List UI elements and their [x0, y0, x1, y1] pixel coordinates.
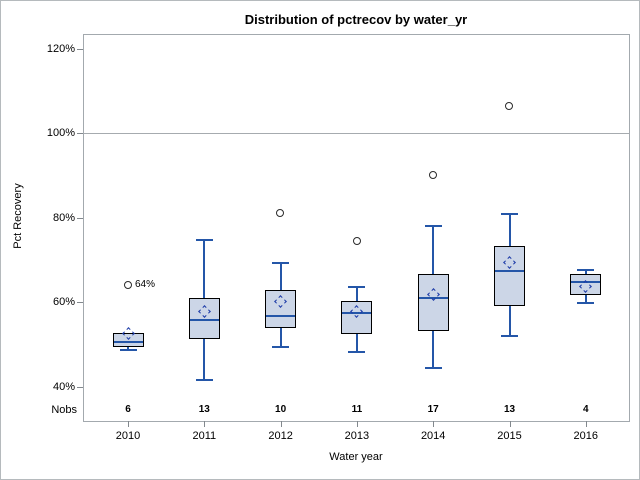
outlier-point — [123, 280, 132, 289]
lower-whisker-cap — [272, 345, 290, 348]
nobs-value: 13 — [503, 404, 516, 415]
upper-whisker-cap — [501, 213, 518, 216]
y-axis-tick-label: 80% — [52, 211, 75, 224]
y-axis-tick — [77, 217, 83, 219]
x-axis-tick — [356, 421, 358, 427]
x-axis-category-label: 2014 — [420, 430, 446, 442]
upper-whisker-line — [279, 262, 282, 291]
y-axis-tick — [77, 386, 83, 388]
upper-whisker-line — [508, 214, 511, 246]
upper-whisker-cap — [195, 239, 213, 242]
x-axis-category-label: 2013 — [344, 430, 370, 442]
nobs-value: 13 — [198, 404, 210, 415]
iqr-box — [417, 274, 449, 332]
upper-whisker-line — [432, 226, 435, 275]
lower-whisker-cap — [119, 348, 137, 351]
x-axis-tick — [128, 421, 129, 427]
y-axis-tick — [77, 302, 83, 304]
nobs-value: 4 — [583, 404, 589, 415]
nobs-row-label: Nobs — [51, 404, 77, 416]
upper-whisker-cap — [348, 286, 366, 289]
median-line — [495, 269, 524, 272]
upper-whisker-cap — [577, 269, 595, 272]
upper-whisker-line — [203, 240, 206, 298]
x-axis-category-label: 2016 — [573, 430, 599, 442]
outlier-point — [505, 101, 514, 110]
median-line — [342, 312, 372, 315]
x-axis-title: Water year — [329, 451, 383, 463]
x-axis-tick — [509, 421, 511, 427]
lower-whisker-cap — [501, 334, 518, 337]
median-line — [266, 314, 296, 317]
lower-whisker-line — [584, 295, 587, 304]
iqr-box — [341, 300, 373, 334]
plot-area — [83, 34, 630, 422]
upper-whisker-line — [355, 287, 358, 301]
outlier-point — [428, 170, 437, 179]
nobs-value: 11 — [351, 404, 363, 415]
outlier-point — [352, 236, 361, 245]
median-line — [189, 319, 219, 322]
x-axis-category-label: 2012 — [268, 430, 293, 442]
median-line — [571, 281, 601, 284]
lower-whisker-line — [279, 327, 282, 347]
lower-whisker-cap — [577, 302, 595, 305]
chart-title: Distribution of pctrecov by water_yr — [244, 12, 468, 27]
x-axis-category-label: 2010 — [115, 430, 141, 442]
y-axis-tick — [77, 133, 83, 135]
nobs-value: 10 — [275, 404, 287, 415]
y-axis-tick-label: 120% — [46, 42, 75, 55]
x-axis-tick — [204, 421, 206, 427]
iqr-box — [112, 332, 144, 347]
x-axis-category-label: 2011 — [192, 430, 217, 442]
nobs-value: 17 — [427, 404, 439, 415]
lower-whisker-line — [508, 306, 511, 336]
y-axis-tick-label: 100% — [46, 127, 75, 140]
y-axis-tick-label: 60% — [52, 296, 75, 309]
upper-whisker-cap — [424, 225, 442, 228]
median-line — [113, 340, 143, 343]
outlier-value-label: 64% — [135, 279, 156, 291]
iqr-box — [494, 245, 525, 307]
upper-whisker-cap — [272, 261, 290, 264]
iqr-box — [265, 290, 297, 328]
iqr-box — [570, 274, 602, 296]
outlier-point — [276, 209, 285, 218]
lower-whisker-line — [432, 331, 435, 368]
lower-whisker-line — [355, 333, 358, 353]
x-axis-category-label: 2015 — [497, 430, 522, 442]
x-axis-tick — [585, 421, 587, 427]
lower-whisker-line — [127, 346, 129, 350]
reference-line-100pct — [84, 133, 629, 135]
x-axis-tick — [280, 421, 282, 427]
lower-whisker-cap — [424, 366, 442, 369]
nobs-value: 6 — [125, 404, 131, 415]
y-axis-title: Pct Recovery — [12, 183, 24, 249]
lower-whisker-cap — [348, 351, 366, 354]
iqr-box — [188, 297, 220, 339]
y-axis-tick — [77, 48, 83, 50]
y-axis-tick-label: 40% — [52, 380, 75, 393]
upper-whisker-line — [584, 270, 587, 275]
x-axis-tick — [433, 421, 435, 427]
lower-whisker-cap — [195, 378, 213, 381]
median-line — [418, 296, 448, 299]
lower-whisker-line — [203, 338, 206, 380]
